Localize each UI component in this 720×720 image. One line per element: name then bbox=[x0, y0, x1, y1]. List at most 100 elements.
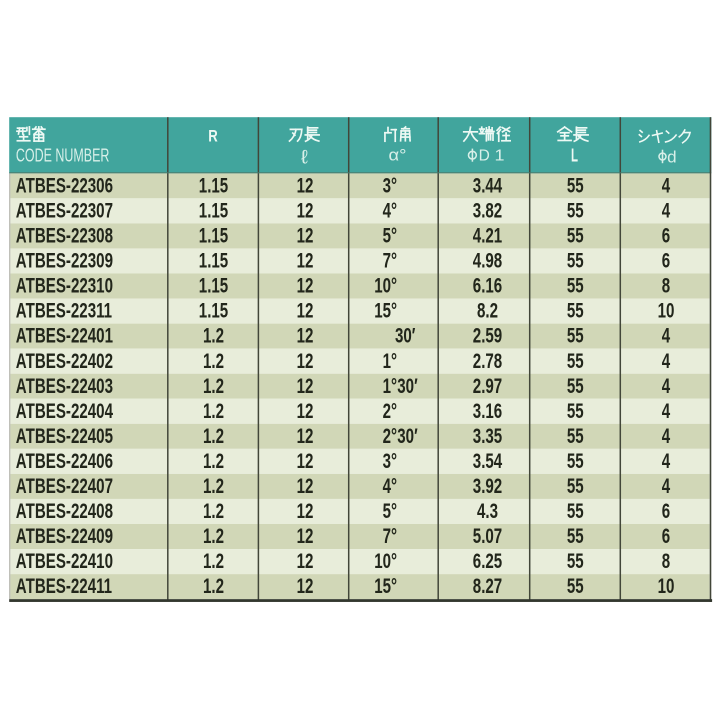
svg-text:1.15: 1.15 bbox=[199, 199, 229, 222]
svg-text:1.2: 1.2 bbox=[203, 325, 224, 348]
svg-text:6: 6 bbox=[662, 250, 670, 273]
svg-text:1.15: 1.15 bbox=[199, 250, 229, 273]
svg-text:1.15: 1.15 bbox=[199, 174, 229, 197]
svg-text:6: 6 bbox=[662, 225, 670, 248]
svg-text:12: 12 bbox=[297, 325, 314, 348]
svg-text:12: 12 bbox=[297, 475, 314, 498]
svg-text:3.16: 3.16 bbox=[473, 400, 502, 423]
svg-text:1.2: 1.2 bbox=[203, 450, 224, 473]
svg-text:1: 1 bbox=[495, 148, 505, 165]
svg-text:ATBES-22310: ATBES-22310 bbox=[16, 275, 113, 298]
svg-text:R: R bbox=[208, 126, 218, 145]
svg-text:6: 6 bbox=[662, 500, 670, 523]
svg-text:1.2: 1.2 bbox=[203, 500, 224, 523]
svg-text:12: 12 bbox=[297, 525, 314, 548]
svg-text:CODE NUMBER: CODE NUMBER bbox=[16, 145, 110, 166]
svg-text:5°: 5° bbox=[383, 500, 397, 523]
svg-text:L: L bbox=[571, 146, 578, 166]
svg-text:ATBES-22410: ATBES-22410 bbox=[16, 550, 113, 573]
svg-text:55: 55 bbox=[567, 525, 584, 548]
svg-text:7°: 7° bbox=[383, 250, 397, 273]
svg-text:ℓ: ℓ bbox=[301, 146, 309, 168]
svg-text:8.2: 8.2 bbox=[477, 300, 498, 323]
svg-text:12: 12 bbox=[297, 450, 314, 473]
svg-text:4: 4 bbox=[662, 375, 671, 398]
svg-text:ATBES-22306: ATBES-22306 bbox=[16, 174, 113, 197]
svg-text:30′: 30′ bbox=[397, 375, 417, 398]
svg-text:4: 4 bbox=[662, 425, 671, 448]
svg-text:55: 55 bbox=[567, 225, 584, 248]
svg-text:4: 4 bbox=[662, 350, 671, 373]
svg-text:ATBES-22408: ATBES-22408 bbox=[16, 500, 113, 523]
svg-text:1.15: 1.15 bbox=[199, 225, 229, 248]
svg-text:ATBES-22406: ATBES-22406 bbox=[16, 450, 113, 473]
svg-text:10: 10 bbox=[658, 300, 675, 323]
svg-text:ATBES-22404: ATBES-22404 bbox=[16, 400, 113, 423]
svg-text:D: D bbox=[479, 148, 490, 165]
svg-text:4: 4 bbox=[662, 174, 671, 197]
svg-text:12: 12 bbox=[297, 174, 314, 197]
svg-text:12: 12 bbox=[297, 550, 314, 573]
svg-text:3.82: 3.82 bbox=[473, 199, 502, 222]
svg-text:6.16: 6.16 bbox=[473, 275, 502, 298]
svg-text:30′: 30′ bbox=[397, 425, 417, 448]
svg-text:3°: 3° bbox=[383, 174, 397, 197]
svg-text:1.15: 1.15 bbox=[199, 300, 229, 323]
svg-text:12: 12 bbox=[297, 199, 314, 222]
svg-text:1.2: 1.2 bbox=[203, 550, 224, 573]
svg-text:1.2: 1.2 bbox=[203, 375, 224, 398]
svg-text:10°: 10° bbox=[374, 275, 397, 298]
svg-text:3°: 3° bbox=[383, 450, 397, 473]
svg-text:6: 6 bbox=[662, 525, 670, 548]
svg-text:2.59: 2.59 bbox=[473, 325, 502, 348]
svg-text:1°: 1° bbox=[383, 350, 397, 373]
svg-text:ATBES-22411: ATBES-22411 bbox=[16, 575, 113, 598]
svg-text:30′: 30′ bbox=[395, 325, 415, 348]
svg-text:8.27: 8.27 bbox=[473, 575, 502, 598]
svg-text:3.44: 3.44 bbox=[473, 174, 503, 197]
svg-text:4.21: 4.21 bbox=[473, 225, 503, 248]
svg-text:1.2: 1.2 bbox=[203, 575, 224, 598]
svg-text:55: 55 bbox=[567, 250, 584, 273]
svg-text:12: 12 bbox=[297, 400, 314, 423]
svg-text:12: 12 bbox=[297, 225, 314, 248]
svg-text:2.97: 2.97 bbox=[473, 375, 502, 398]
svg-text:4: 4 bbox=[662, 400, 671, 423]
svg-text:α°: α° bbox=[389, 145, 407, 164]
svg-text:12: 12 bbox=[297, 275, 314, 298]
svg-text:ATBES-22311: ATBES-22311 bbox=[16, 300, 113, 323]
svg-text:4.3: 4.3 bbox=[477, 500, 498, 523]
svg-text:1°: 1° bbox=[383, 375, 397, 398]
svg-text:ATBES-22405: ATBES-22405 bbox=[16, 425, 113, 448]
svg-text:ATBES-22409: ATBES-22409 bbox=[16, 525, 113, 548]
svg-text:55: 55 bbox=[567, 500, 584, 523]
svg-text:7°: 7° bbox=[383, 525, 397, 548]
svg-text:12: 12 bbox=[297, 300, 314, 323]
svg-text:ATBES-22401: ATBES-22401 bbox=[16, 325, 113, 348]
svg-text:6.25: 6.25 bbox=[473, 550, 503, 573]
svg-text:12: 12 bbox=[297, 500, 314, 523]
svg-text:55: 55 bbox=[567, 575, 584, 598]
svg-text:3.92: 3.92 bbox=[473, 475, 502, 498]
svg-text:10: 10 bbox=[658, 575, 675, 598]
svg-text:1.2: 1.2 bbox=[203, 475, 224, 498]
svg-text:55: 55 bbox=[567, 300, 584, 323]
svg-text:55: 55 bbox=[567, 425, 584, 448]
svg-text:15°: 15° bbox=[374, 575, 397, 598]
svg-text:1.2: 1.2 bbox=[203, 525, 224, 548]
svg-text:4: 4 bbox=[662, 199, 671, 222]
svg-text:15°: 15° bbox=[374, 300, 397, 323]
svg-text:55: 55 bbox=[567, 325, 584, 348]
svg-text:10°: 10° bbox=[374, 550, 397, 573]
svg-text:2°: 2° bbox=[383, 425, 397, 448]
svg-text:3.35: 3.35 bbox=[473, 425, 503, 448]
svg-text:ATBES-22403: ATBES-22403 bbox=[16, 375, 113, 398]
svg-text:4: 4 bbox=[662, 475, 671, 498]
svg-text:ATBES-22402: ATBES-22402 bbox=[16, 350, 113, 373]
svg-text:1.2: 1.2 bbox=[203, 425, 224, 448]
svg-text:55: 55 bbox=[567, 375, 584, 398]
svg-text:4°: 4° bbox=[383, 475, 397, 498]
svg-text:5.07: 5.07 bbox=[473, 525, 502, 548]
svg-text:8: 8 bbox=[662, 550, 671, 573]
svg-text:12: 12 bbox=[297, 375, 314, 398]
